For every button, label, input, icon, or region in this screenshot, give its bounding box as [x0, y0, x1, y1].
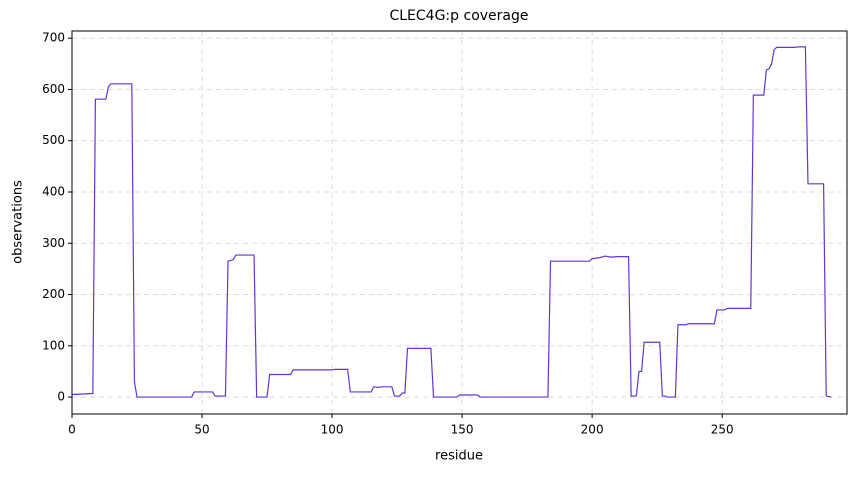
x-tick-label: 150	[451, 423, 474, 437]
chart-title: CLEC4G:p coverage	[389, 8, 528, 24]
y-tick-label: 600	[42, 82, 65, 96]
y-tick-label: 400	[42, 184, 65, 198]
y-axis-label: observations	[11, 180, 26, 264]
x-tick-label: 250	[711, 423, 734, 437]
x-tick-label: 100	[321, 423, 344, 437]
x-tick-label: 50	[194, 423, 209, 437]
y-tick-label: 700	[42, 31, 65, 45]
y-tick-label: 100	[42, 338, 65, 352]
y-tick-label: 200	[42, 287, 65, 301]
x-tick-label: 200	[581, 423, 604, 437]
y-tick-label: 300	[42, 236, 65, 250]
x-axis-label: residue	[435, 449, 483, 464]
y-tick-label: 0	[57, 390, 65, 404]
y-tick-label: 500	[42, 133, 65, 147]
plot-frame	[71, 30, 848, 415]
line	[71, 46, 832, 398]
x-tick-label: 0	[68, 423, 76, 437]
